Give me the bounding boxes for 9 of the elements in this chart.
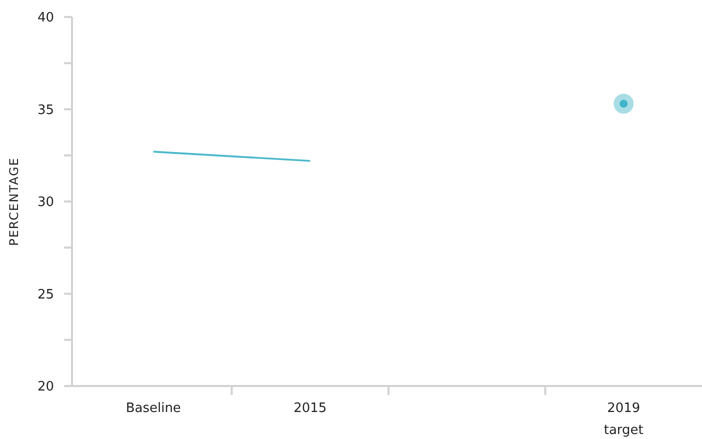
y-tick-label: 30	[37, 195, 54, 210]
y-axis-title: PERCENTAGE	[7, 157, 21, 246]
y-tick-label: 35	[37, 102, 54, 118]
x-tick-label: 2015	[294, 401, 327, 416]
x-tick-label: Baseline	[126, 401, 181, 416]
y-tick-label: 40	[37, 10, 54, 26]
y-tick-label: 25	[37, 287, 54, 302]
x-tick-label: 2019 target	[604, 401, 644, 438]
y-tick-label: 20	[37, 380, 54, 395]
